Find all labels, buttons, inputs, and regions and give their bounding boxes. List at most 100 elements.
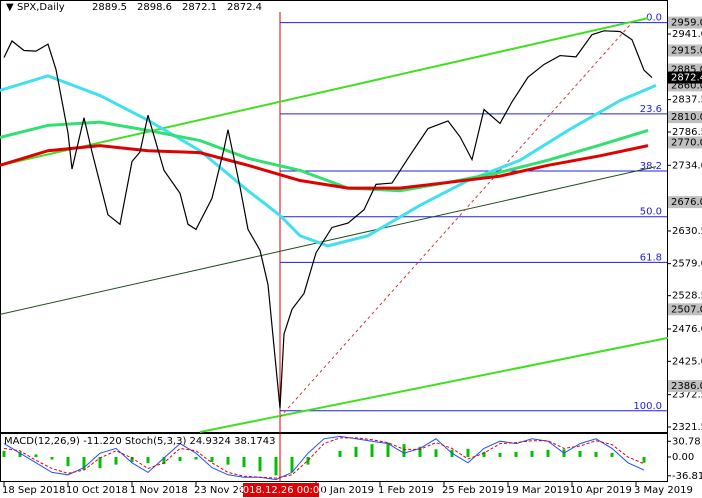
macd-bar (130, 456, 134, 463)
macd-bar (18, 451, 22, 457)
macd-bar (642, 456, 646, 463)
moving-average (0, 74, 657, 248)
cursor-tag (243, 483, 319, 497)
macd-bar (578, 450, 582, 457)
main-panel (0, 0, 668, 433)
x-tick-label: 18 Sep 2018 (2, 485, 65, 496)
level-tag (668, 196, 702, 209)
macd-bar (66, 456, 70, 467)
macd-bar (482, 451, 486, 457)
macd-bar (610, 452, 614, 457)
level-tag (668, 380, 702, 393)
ohlc-value: 2872.1 (182, 2, 217, 13)
y-tick-label: 2425.0 (672, 356, 702, 367)
macd-bar (82, 456, 86, 470)
level-tag (668, 136, 702, 149)
y-tick-label: 2941.0 (672, 29, 702, 40)
macd-bar (290, 456, 294, 473)
level-label: 2860.0 (671, 80, 702, 91)
y-tick-label: 2734.0 (672, 160, 702, 171)
macd-bar (50, 456, 54, 460)
symbol: SPX,Daily (17, 2, 65, 13)
x-tick-label: 10 Jan 2019 (314, 485, 374, 496)
level-label: 2885.0 (671, 65, 702, 76)
level-label: 2810.0 (671, 112, 702, 123)
fibo-label: 50.0 (640, 207, 662, 218)
macd-bar (418, 446, 422, 457)
macd-bar (498, 452, 502, 457)
macd-bar (194, 456, 198, 460)
trendline (0, 17, 649, 167)
x-tick-label: 10 Oct 2018 (66, 485, 128, 496)
trendline (199, 336, 669, 433)
fibo-label: 38.2 (640, 161, 662, 172)
macd-bar (354, 446, 358, 457)
macd-bar (2, 450, 6, 457)
fibo-label: 100.0 (633, 401, 662, 412)
macd-bar (306, 456, 310, 465)
macd-bar (338, 450, 342, 457)
macd-bar (434, 449, 438, 457)
level-tag (668, 303, 702, 316)
level-label: 2386.0 (671, 381, 702, 392)
macd-bar (162, 456, 166, 465)
level-label: 2770.0 (671, 137, 702, 148)
x-tick-label: 19 Mar 2019 (506, 485, 569, 496)
macd-bar (386, 442, 390, 457)
macd-bar (146, 456, 150, 464)
moving-average (0, 120, 649, 193)
level-tag (668, 63, 702, 76)
y-tick-label: 2476.0 (672, 324, 702, 335)
level-label: 2959.0 (671, 18, 702, 29)
trendline (0, 166, 657, 315)
macd-bar (226, 456, 230, 465)
ohlc-value: 2872.4 (227, 2, 262, 13)
x-tick-label: 3 May 2019 (634, 485, 693, 496)
macd-bar (242, 456, 246, 468)
stoch-line (3, 435, 645, 481)
y-tick-label: 2837.5 (672, 95, 702, 106)
y-tick-label: 2372.5 (672, 390, 702, 401)
moving-average (0, 144, 649, 190)
y-tick-label: 2786.5 (672, 127, 702, 138)
level-tag (668, 111, 702, 124)
macd-bar (178, 456, 182, 462)
macd-bar (258, 456, 262, 472)
x-tick-label: 1 Feb 2019 (378, 485, 434, 496)
indicator-panel (0, 433, 668, 482)
macd-bar (466, 448, 470, 457)
level-label: 2915.0 (671, 45, 702, 56)
fibo-label: 0.0 (646, 13, 662, 24)
fibo-label: 61.8 (640, 252, 662, 263)
indicator-y-tick-label: -36.813 (672, 471, 702, 482)
level-label: 2676.0 (671, 197, 702, 208)
last-price-tag (668, 71, 702, 84)
macd-bar (402, 444, 406, 457)
y-tick-label: 2528.5 (672, 291, 702, 302)
indicator-y-tick-label: 30.78 (672, 436, 701, 447)
macd-bar (210, 456, 214, 463)
y-tick-label: 2579.0 (672, 259, 702, 270)
ohlc-value: 2898.6 (137, 2, 172, 13)
level-tag (668, 16, 702, 29)
last-price-label: 2872.4 (671, 73, 702, 84)
macd-bar (98, 456, 102, 469)
trendline (279, 22, 633, 418)
stoch-signal (3, 437, 645, 479)
x-tick-label: 25 Feb 2019 (442, 485, 504, 496)
cursor-label: 2018.12.26 00:00 (236, 485, 325, 496)
y-tick-label: 2321.5 (672, 422, 702, 433)
x-tick-label: 10 Apr 2019 (570, 485, 632, 496)
macd-bar (546, 449, 550, 457)
price-line (3, 30, 653, 409)
indicator-y-tick-label: 0.00 (672, 452, 694, 463)
x-tick-label: 23 Nov 2018 (194, 485, 258, 496)
macd-bar (114, 456, 118, 465)
level-label: 2507.0 (671, 304, 702, 315)
macd-bar (530, 450, 534, 457)
macd-bar (514, 451, 518, 457)
macd-bar (274, 456, 278, 476)
x-tick-label: 1 Nov 2018 (130, 485, 188, 496)
